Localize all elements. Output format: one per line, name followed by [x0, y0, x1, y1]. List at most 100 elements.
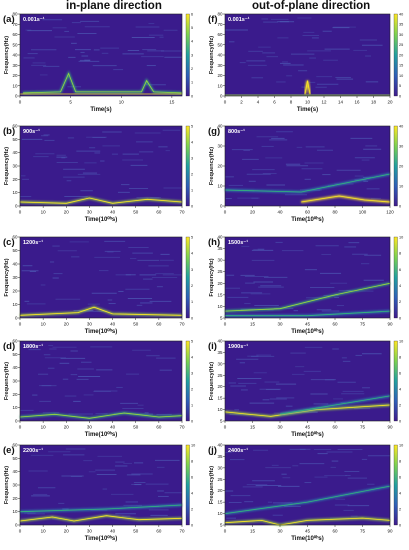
- strain-rate-annotation: 0.001s⁻¹: [228, 16, 250, 23]
- y-tick-label: 0: [15, 94, 18, 99]
- spectral-ridge-core: [224, 282, 391, 312]
- x-axis-label: Time(10⁰ʰs): [85, 431, 118, 438]
- x-tick-label: 80: [332, 210, 338, 215]
- colorbar-tick-label: 10: [399, 235, 403, 239]
- x-tick-label: 30: [87, 210, 93, 215]
- y-axis-label: Frequency(Hz): [4, 466, 10, 504]
- x-tick-label: 10: [305, 100, 311, 105]
- y-axis-label: Frequency(Hz): [209, 466, 215, 504]
- x-tick-label: 12: [321, 100, 327, 105]
- y-tick-label: 40: [12, 365, 18, 370]
- colorbar-tick-label: 5: [191, 124, 193, 128]
- panel-label: (h): [208, 237, 220, 248]
- x-tick-label: 30: [277, 529, 283, 534]
- y-tick-label: 30: [12, 164, 18, 169]
- x-tick-label: 20: [64, 322, 70, 327]
- colorbar-tick-label: 0: [399, 419, 401, 423]
- y-tick-label: 25: [217, 269, 223, 274]
- x-tick-label: 5: [69, 100, 72, 105]
- colorbar-tick-label: 10: [399, 184, 403, 188]
- y-tick-label: 10: [217, 407, 223, 412]
- y-tick-label: 10: [12, 405, 18, 410]
- x-tick-label: 20: [387, 100, 393, 105]
- y-tick-label: 60: [12, 339, 18, 344]
- strain-rate-annotation: 2400s⁻¹: [228, 447, 248, 454]
- spectral-ridge-core: [19, 412, 183, 419]
- y-tick-label: 10: [12, 509, 18, 514]
- spectral-ridge-core: [19, 504, 183, 513]
- y-tick-label: 20: [12, 392, 18, 397]
- x-tick-label: 0: [224, 529, 227, 534]
- colorbar-tick-label: 0: [399, 94, 401, 98]
- x-tick-label: 18: [371, 100, 377, 105]
- x-tick-label: 40: [277, 210, 283, 215]
- y-tick-label: 40: [12, 262, 18, 267]
- y-tick-label: 40: [217, 339, 223, 344]
- colorbar-tick-label: 8: [399, 355, 401, 359]
- colorbar-tick-label: 2: [191, 387, 193, 391]
- x-tick-label: 10: [41, 529, 47, 534]
- colorbar-tick-label: 5: [191, 235, 193, 239]
- y-axis-label: Frequency(Hz): [209, 147, 215, 185]
- x-tick-label: 75: [360, 425, 366, 430]
- plot-background: [20, 237, 182, 318]
- colorbar-tick-label: 0: [191, 523, 193, 527]
- x-tick-label: 30: [277, 425, 283, 430]
- panel-g: 0 20 40 60 80 100 120010203040Time(10⁰ʰs)Frequ…: [208, 124, 403, 224]
- colorbar-tick-label: 5: [191, 339, 193, 343]
- panel-c: 0 10 20 30 40 50 60 700102030405060Time(10⁰ʰs)F…: [3, 235, 193, 336]
- y-tick-label: 60: [217, 32, 223, 37]
- colorbar-tick-label: 5: [191, 26, 193, 30]
- y-tick-label: 40: [12, 53, 18, 58]
- strain-rate-annotation: 1800s⁻¹: [23, 343, 43, 350]
- x-tick-label: 75: [360, 322, 366, 327]
- y-tick-label: 30: [12, 63, 18, 68]
- y-tick-label: 30: [217, 361, 223, 366]
- y-tick-label: 10: [12, 190, 18, 195]
- y-tick-label: 40: [12, 150, 18, 155]
- colorbar: [185, 13, 190, 97]
- panel-i: 0 15 30 45 60 75 90510152025303540Time(10⁰ʰs)F…: [208, 339, 403, 439]
- x-tick-label: 70: [179, 529, 185, 534]
- x-tick-label: 4: [257, 100, 260, 105]
- panel-h: 0 15 30 45 60 75 90510152025303540Time(10⁰ʰs)F…: [208, 235, 403, 336]
- x-tick-label: 14: [338, 100, 344, 105]
- colorbar: [185, 340, 190, 422]
- y-axis-label: Frequency(Hz): [209, 36, 215, 74]
- x-tick-label: 60: [305, 210, 311, 215]
- x-tick-label: 50: [133, 322, 139, 327]
- y-tick-label: 0: [15, 419, 18, 424]
- y-tick-label: 40: [217, 235, 223, 240]
- colorbar-tick-label: 0: [399, 316, 401, 320]
- colorbar: [393, 236, 398, 319]
- colorbar: [393, 340, 398, 422]
- y-tick-label: 10: [217, 184, 223, 189]
- x-tick-label: 60: [156, 425, 162, 430]
- x-tick-label: 120: [386, 210, 394, 215]
- spectral-ridge-core: [19, 197, 183, 204]
- x-tick-label: 50: [133, 529, 139, 534]
- strain-rate-annotation: 900s⁻¹: [23, 128, 40, 135]
- colorbar: [185, 444, 190, 526]
- colorbar-tick-label: 10: [399, 74, 403, 78]
- x-tick-label: 90: [387, 425, 393, 430]
- panel-label: (c): [3, 237, 15, 248]
- colorbar-tick-label: 2: [191, 284, 193, 288]
- x-tick-label: 30: [87, 322, 93, 327]
- y-tick-label: 30: [12, 275, 18, 280]
- x-tick-label: 40: [110, 529, 116, 534]
- x-axis-label: Time(10⁰ʰs): [85, 535, 118, 542]
- y-axis-label: Frequency(Hz): [4, 258, 10, 296]
- plot-background: [20, 14, 182, 96]
- colorbar-tick-label: 40: [399, 12, 403, 16]
- y-tick-label: 20: [12, 177, 18, 182]
- plot-background: [225, 445, 390, 525]
- strain-rate-annotation: 800s⁻¹: [228, 128, 245, 135]
- x-tick-label: 30: [87, 425, 93, 430]
- colorbar-tick-label: 5: [399, 84, 401, 88]
- y-tick-label: 80: [12, 12, 18, 17]
- y-tick-label: 5: [220, 419, 223, 424]
- y-tick-label: 10: [217, 83, 223, 88]
- x-tick-label: 20: [250, 210, 256, 215]
